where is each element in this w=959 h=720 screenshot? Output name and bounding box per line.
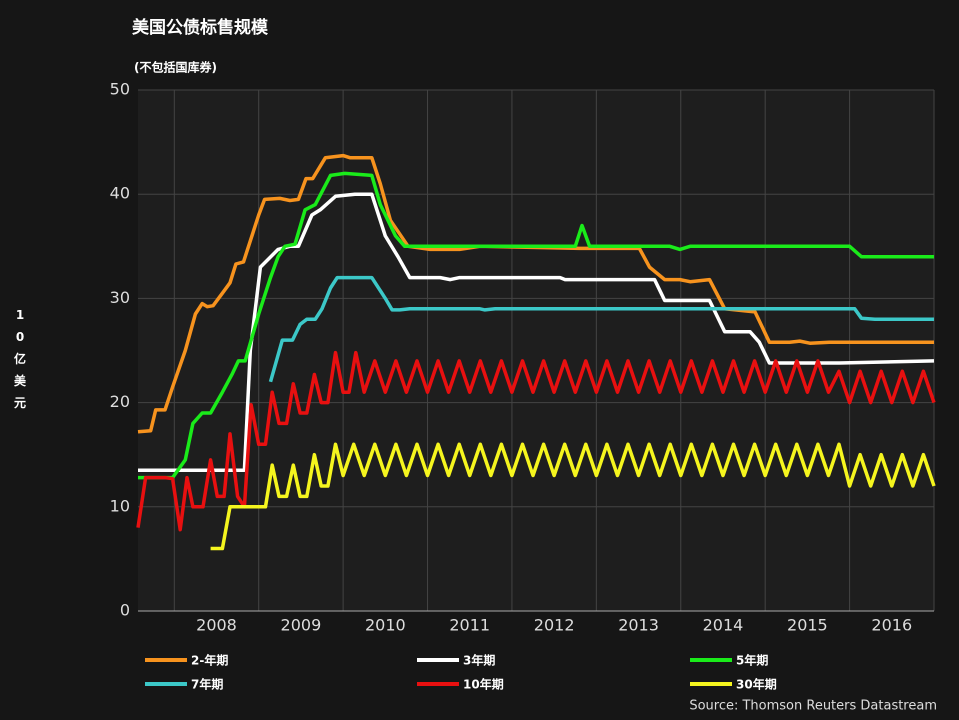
legend-label: 30年期 [736,677,777,692]
chart-subtitle: (不包括国库券) [134,60,217,75]
y-axis-label: 10亿美元 [13,308,26,410]
series-line [268,275,934,383]
legend-label: 3年期 [463,653,495,668]
chart-title: 美国公债标售规模 [132,17,269,38]
series-line [138,171,934,480]
legend-label: 5年期 [736,653,768,668]
y-tick-label: 40 [110,184,130,203]
x-tick-label: 2014 [703,616,744,635]
legend-label: 2-年期 [191,653,228,668]
legend-label: 10年期 [463,677,504,692]
x-tick-label: 2015 [787,616,828,635]
x-tick-label: 2011 [449,616,490,635]
x-tick-label: 2010 [365,616,406,635]
y-tick-label: 50 [110,80,130,99]
legend-label: 7年期 [191,677,223,692]
x-tick-label: 2013 [618,616,659,635]
series-line [136,350,936,532]
series-line [210,442,936,551]
x-tick-label: 2016 [871,616,912,635]
y-tick-label: 20 [110,392,130,411]
plot-area [138,90,934,611]
y-tick-label: 10 [110,496,130,515]
x-tick-label: 2012 [534,616,575,635]
source: Source: Thomson Reuters Datastream [689,699,937,714]
x-tick-label: 2008 [196,616,237,635]
y-tick-label: 30 [110,288,130,307]
x-tick-label: 2009 [281,616,322,635]
y-tick-label: 0 [120,601,130,620]
